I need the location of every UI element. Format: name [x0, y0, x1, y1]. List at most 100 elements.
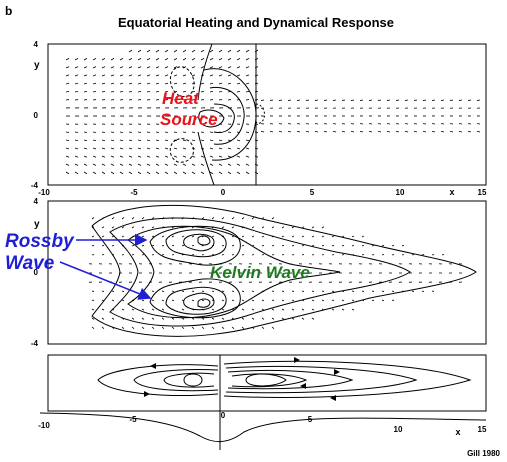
wind-vector — [92, 131, 97, 133]
wind-vector — [395, 99, 400, 101]
wind-vector — [101, 308, 105, 311]
wind-vector — [146, 58, 151, 61]
wind-vector — [137, 90, 142, 93]
wind-vector — [151, 290, 155, 292]
wind-vector — [209, 82, 214, 85]
wind-vector — [119, 171, 124, 175]
wind-vector — [231, 226, 235, 229]
wind-vector — [155, 58, 160, 61]
wind-vector — [173, 155, 178, 158]
top-y-label: y — [34, 60, 40, 71]
wind-vector — [350, 99, 355, 101]
top-x-tick: 0 — [221, 188, 226, 197]
wind-vector — [83, 147, 88, 150]
wind-vector — [171, 254, 175, 256]
wind-vector — [271, 290, 275, 292]
wind-vector — [155, 82, 160, 85]
wind-vector — [404, 99, 409, 101]
wind-vector — [200, 163, 205, 166]
wind-vector — [173, 74, 178, 77]
wind-vector — [182, 74, 187, 77]
wind-vector — [151, 317, 155, 320]
wind-vector — [241, 290, 245, 292]
wind-vector — [128, 66, 133, 69]
top-x-tick: 5 — [310, 188, 315, 197]
wind-vector — [301, 308, 305, 311]
wind-vector — [291, 244, 295, 247]
wind-vector — [182, 163, 187, 166]
wind-vector — [151, 299, 155, 302]
wind-vector — [254, 155, 259, 158]
wind-vector — [221, 299, 225, 302]
wind-vector — [311, 244, 315, 247]
wind-vector — [182, 147, 187, 150]
wind-vector — [74, 147, 79, 150]
wind-vector — [254, 58, 259, 61]
wind-vector — [171, 244, 175, 247]
wind-vector — [271, 299, 275, 302]
wind-vector — [91, 326, 95, 329]
wind-vector — [361, 290, 365, 292]
wind-vector — [151, 217, 155, 220]
wind-vector — [155, 139, 160, 142]
wind-vector — [241, 217, 245, 220]
wind-vector — [65, 58, 70, 61]
wind-vector — [119, 82, 124, 85]
wind-vector — [91, 308, 95, 311]
wind-vector — [110, 74, 115, 77]
wind-vector — [83, 155, 88, 158]
wind-vector — [91, 317, 95, 320]
wind-vector — [440, 130, 445, 133]
wind-vector — [91, 299, 95, 302]
wind-vector — [101, 131, 106, 133]
wind-vector — [221, 226, 225, 229]
wind-vector — [128, 82, 133, 85]
wind-vector — [155, 171, 160, 175]
wind-vector — [209, 131, 214, 133]
wind-vector — [331, 235, 335, 238]
wind-vector — [182, 58, 187, 61]
wind-vector — [254, 147, 259, 150]
wind-vector — [74, 58, 79, 61]
wind-vector — [321, 254, 325, 256]
wind-vector — [110, 163, 115, 166]
wind-vector — [331, 308, 335, 311]
wind-vector — [110, 90, 115, 93]
bottom-x-tick: -5 — [129, 415, 137, 424]
wind-vector — [254, 82, 259, 85]
wind-vector — [359, 130, 364, 133]
wind-vector — [245, 66, 250, 69]
wind-vector — [141, 244, 145, 247]
wind-vector — [421, 254, 425, 256]
wind-vector — [386, 130, 391, 133]
wind-vector — [110, 155, 115, 158]
wind-vector — [271, 308, 275, 311]
wind-vector — [83, 74, 88, 77]
wind-vector — [301, 254, 305, 256]
wind-vector — [331, 254, 335, 256]
wind-vector — [101, 254, 105, 256]
wind-vector — [291, 290, 295, 292]
wind-vector — [182, 131, 187, 133]
wind-vector — [245, 74, 250, 77]
wind-vector — [281, 226, 285, 229]
wind-vector — [218, 147, 223, 150]
wind-vector — [146, 90, 151, 93]
wind-vector — [341, 299, 345, 302]
wind-vector — [211, 217, 215, 220]
wind-vector — [119, 131, 124, 133]
wind-vector — [261, 244, 265, 247]
wind-vector — [141, 254, 145, 256]
wind-vector — [92, 163, 97, 166]
wind-vector — [467, 99, 472, 101]
wind-vector — [311, 226, 315, 229]
wind-vector — [332, 130, 337, 133]
wind-vector — [391, 290, 395, 292]
wind-vector — [121, 217, 125, 220]
wind-vector — [137, 163, 142, 166]
wind-vector — [164, 131, 169, 133]
wind-vector — [321, 226, 325, 229]
heat-source-label-line1: Heat — [162, 89, 200, 108]
bottom-x-tick: -10 — [38, 421, 50, 430]
wind-vector — [83, 66, 88, 69]
